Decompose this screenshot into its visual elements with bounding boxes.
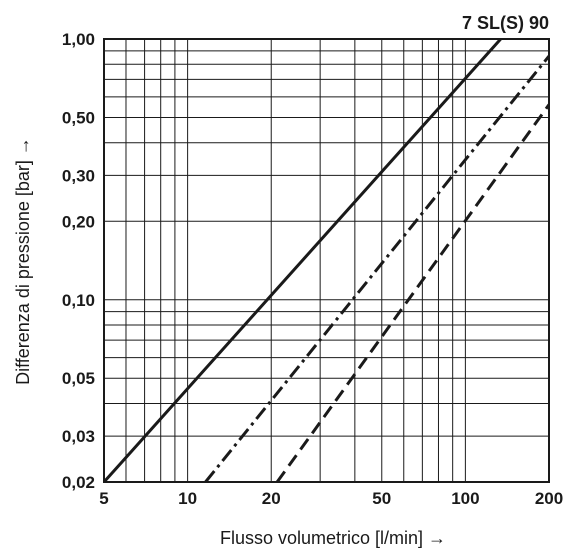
x-tick-label: 20 [262, 489, 281, 508]
x-tick-label: 50 [372, 489, 391, 508]
y-tick-labels: 0,02 0,03 0,05 0,10 0,20 0,30 0,50 1,00 [62, 30, 95, 492]
x-tick-labels: 5 10 20 50 100 200 [99, 489, 563, 508]
y-tick-label: 0,05 [62, 369, 95, 388]
x-tick-label: 10 [178, 489, 197, 508]
series-group [104, 39, 549, 482]
x-tick-label: 5 [99, 489, 108, 508]
grid [103, 38, 550, 483]
x-axis-label: Flusso volumetrico [l/min] → [220, 528, 446, 548]
chart-title: 7 SL(S) 90 [462, 13, 549, 33]
y-tick-label: 0,20 [62, 212, 95, 231]
x-tick-label: 100 [451, 489, 479, 508]
series-line-dashed [275, 103, 549, 482]
series-line-solid [104, 39, 502, 482]
plot-frame [103, 38, 550, 483]
y-tick-label: 1,00 [62, 30, 95, 49]
x-tick-label: 200 [535, 489, 563, 508]
y-tick-label: 0,03 [62, 427, 95, 446]
y-tick-label: 0,10 [62, 291, 95, 310]
y-tick-label: 0,50 [62, 108, 95, 127]
y-tick-label: 0,30 [62, 166, 95, 185]
series-line-dashdot [204, 55, 549, 482]
y-tick-label: 0,02 [62, 473, 95, 492]
y-axis-label: Differenza di pressione [bar] → [13, 137, 33, 385]
